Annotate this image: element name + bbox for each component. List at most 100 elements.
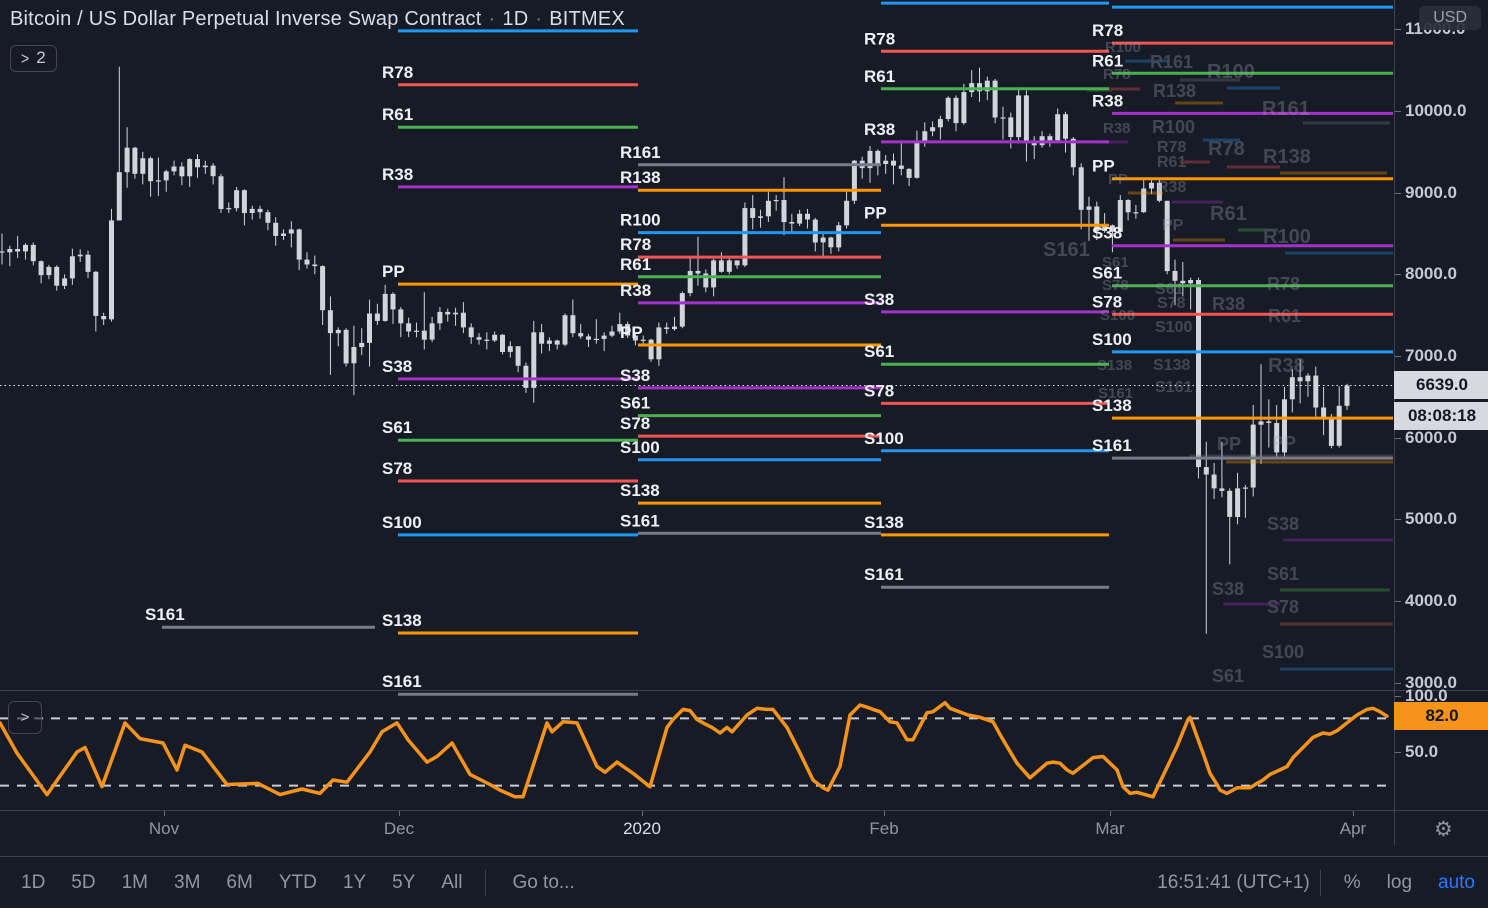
time-tick-mark <box>164 811 165 816</box>
candle-body <box>54 266 60 286</box>
price-axis[interactable]: USD 11000.010000.09000.08000.07000.06000… <box>1394 0 1488 845</box>
faded-pivot-label-S61: S61 <box>1212 666 1244 686</box>
range-button-5D[interactable]: 5D <box>71 872 96 893</box>
pane-separator[interactable] <box>0 690 1488 691</box>
candle-body <box>937 119 943 128</box>
price-tick-4000.0-mark <box>1395 601 1401 602</box>
pivot-label-Feb-R38: R38 <box>864 120 895 139</box>
candle-body <box>468 327 474 338</box>
price-tick-6000.0-mark <box>1395 438 1401 439</box>
candle-body <box>672 326 677 330</box>
candle-body <box>85 254 91 272</box>
faded-pivot-label-PP: PP <box>1217 434 1241 454</box>
range-button-1Y[interactable]: 1Y <box>342 872 367 893</box>
range-button-3M[interactable]: 3M <box>174 872 201 893</box>
pivot-label-Feb-S138: S138 <box>864 513 904 532</box>
candle-body <box>1289 377 1295 400</box>
faded-pivot-label-R78: R78 <box>1267 274 1300 294</box>
pivot-label-Mar-PP: PP <box>1092 157 1115 176</box>
candle-body <box>437 311 443 324</box>
candle-body <box>1266 421 1272 423</box>
candle-body <box>554 340 560 345</box>
candle-body <box>1078 167 1084 210</box>
range-button-6M[interactable]: 6M <box>226 872 253 893</box>
legend-collapse-button[interactable]: > 2 <box>10 45 57 72</box>
price-tick-10000.0: 10000.0 <box>1405 101 1467 120</box>
log-scale-button[interactable]: log <box>1386 872 1413 893</box>
auto-scale-button[interactable]: auto <box>1438 872 1475 893</box>
faded-pivot-label-R161: R161 <box>1262 98 1310 120</box>
currency-badge[interactable]: USD <box>1419 6 1481 30</box>
candle-body <box>265 212 271 223</box>
faded-pivot-label-S38: S38 <box>1212 579 1244 599</box>
oscillator-tick-50.0-mark <box>1395 752 1401 753</box>
time-axis[interactable]: ⚙ Nov Dec 2020 Feb Mar Apr <box>0 810 1488 853</box>
pivot-label-Jan-R138: R138 <box>620 168 661 187</box>
candle-body <box>429 323 435 340</box>
candle-body <box>38 261 44 276</box>
time-label-Apr: Apr <box>1339 819 1367 838</box>
price-tick-8000.0: 8000.0 <box>1405 264 1457 283</box>
pivot-label-Mar-S100: S100 <box>1092 330 1132 349</box>
candle-body <box>1164 200 1170 272</box>
oscillator-tick-50.0: 50.0 <box>1405 742 1439 761</box>
candle-body <box>1235 488 1241 517</box>
candle-body <box>1070 138 1076 168</box>
candle-body <box>296 229 302 260</box>
symbol-title[interactable]: Bitcoin / US Dollar Perpetual Inverse Sw… <box>10 8 625 31</box>
goto-date-button[interactable]: Go to... <box>512 872 575 893</box>
pivot-label-Jan-S100: S100 <box>620 438 660 457</box>
faded-pivot-label-R100: R100 <box>1152 117 1195 137</box>
faded-pivot-label-S61: S61 <box>1102 254 1129 271</box>
chevron-right-icon: > <box>20 709 30 726</box>
range-buttons: 1D 5D 1M 3M 6M YTD 1Y 5Y All <box>8 868 475 898</box>
oscillator-line <box>0 700 1389 799</box>
bottom-toolbar: 1D 5D 1M 3M 6M YTD 1Y 5Y All Go to... 16:51:41 (… <box>0 856 1488 908</box>
candle-body <box>476 337 482 340</box>
time-label-2020: 2020 <box>623 819 661 838</box>
interval-label[interactable]: 1D <box>502 8 529 30</box>
pivot-label-Mar-S38: S38 <box>1092 224 1122 243</box>
pivot-label-Feb-R61: R61 <box>864 67 895 86</box>
candle-body <box>656 327 662 360</box>
candle-body <box>187 159 193 177</box>
candle-body <box>1258 421 1264 425</box>
candle-body <box>0 251 5 253</box>
range-button-5Y[interactable]: 5Y <box>392 872 416 893</box>
pivot-label-Feb-S78: S78 <box>864 381 894 400</box>
gear-icon[interactable]: ⚙ <box>1434 818 1453 841</box>
candle-body <box>1250 424 1256 488</box>
pivot-label-Feb-S100: S100 <box>864 429 904 448</box>
candle-body <box>578 333 584 337</box>
candle-body <box>460 312 466 328</box>
candle-body <box>1172 271 1178 281</box>
clock-label[interactable]: 16:51:41 (UTC+1) <box>1157 872 1310 893</box>
candle-body <box>500 334 505 352</box>
pivot-label-Mar-R38: R38 <box>1092 91 1123 110</box>
candle-body <box>1063 114 1068 139</box>
candle-body <box>1125 200 1131 213</box>
candle-body <box>750 208 756 218</box>
chart-canvas[interactable]: S161R78R61R38PPS38S61S78S100S138S161R161… <box>0 0 1394 845</box>
candle-body <box>1274 423 1280 453</box>
range-button-1D[interactable]: 1D <box>21 872 46 893</box>
candle-body <box>1102 225 1108 231</box>
candle-body <box>1211 474 1217 489</box>
price-tick-7000.0-mark <box>1395 356 1401 357</box>
indicator-pane-collapse-button[interactable]: > <box>8 701 42 734</box>
candle-body <box>109 220 114 320</box>
candle-body <box>15 249 21 252</box>
range-button-1M[interactable]: 1M <box>121 872 148 893</box>
candle-body <box>382 293 388 321</box>
faded-pivot-label-R100: R100 <box>1105 39 1141 56</box>
candle-body <box>898 165 904 169</box>
percent-scale-button[interactable]: % <box>1343 872 1361 893</box>
pivot-label-Mar-S78: S78 <box>1092 292 1122 311</box>
faded-pivot-label-S61: S61 <box>1267 564 1299 584</box>
range-button-All[interactable]: All <box>441 872 463 893</box>
range-button-YTD[interactable]: YTD <box>278 872 317 893</box>
candle-body <box>773 200 779 202</box>
candle-body <box>1117 200 1123 232</box>
candle-body <box>906 168 912 178</box>
